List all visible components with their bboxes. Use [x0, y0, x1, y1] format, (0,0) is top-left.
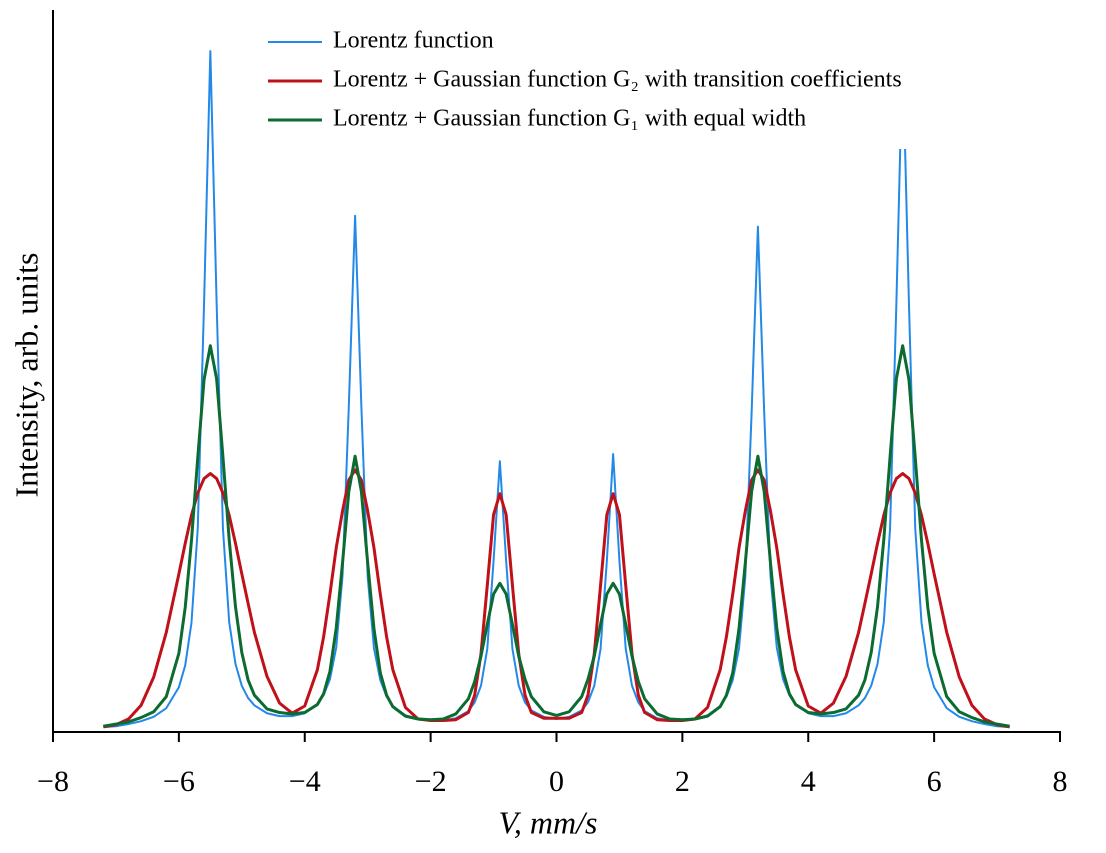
x-tick-label: 0	[549, 765, 564, 798]
data-line	[103, 468, 1010, 729]
data-line	[103, 344, 1010, 728]
x-tick-label: −8	[37, 765, 69, 798]
legend-label: Lorentz + Gaussian function G₁ with equa…	[333, 106, 806, 132]
x-axis-label: V, mm/s	[499, 804, 598, 840]
legend-label: Lorentz function	[333, 28, 494, 54]
legend-label: Lorentz + Gaussian function G₂ with tran…	[333, 67, 902, 93]
x-tick-label: 4	[801, 765, 816, 798]
legend-background	[262, 20, 1094, 149]
y-axis-label: Intensity, arb. units	[8, 253, 44, 498]
x-tick-label: −6	[163, 765, 195, 798]
x-tick-label: −2	[415, 765, 447, 798]
x-tick-label: 6	[927, 765, 942, 798]
x-tick-label: 2	[675, 765, 690, 798]
x-tick-label: 8	[1053, 765, 1068, 798]
x-tick-label: −4	[289, 765, 321, 798]
